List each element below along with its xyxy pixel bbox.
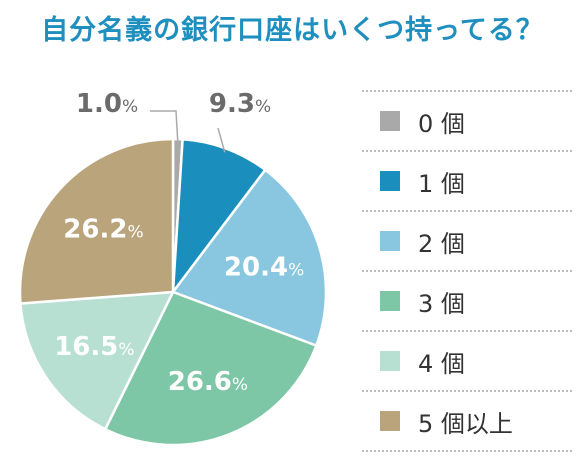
legend-item-4: 4 個 <box>362 332 572 392</box>
legend-item-5: 5 個以上 <box>362 392 572 452</box>
pie-slice-3 <box>103 290 318 447</box>
data-label-1: 9.3% <box>209 89 271 119</box>
chart-title: 自分名義の銀行口座はいくつ持ってる？ <box>41 15 544 46</box>
legend-label-2: 2 個 <box>418 229 465 258</box>
legend-label-3: 3 個 <box>418 289 465 318</box>
pie-slice-4 <box>19 290 176 431</box>
legend-swatch-0 <box>380 111 400 131</box>
legend-swatch-4 <box>380 351 400 371</box>
legend-label-1: 1 個 <box>418 169 465 198</box>
legend-item-2: 2 個 <box>362 212 572 272</box>
data-label-4: 16.5% <box>54 332 134 362</box>
legend-item-3: 3 個 <box>362 272 572 332</box>
legend-item-1: 1 個 <box>362 152 572 212</box>
legend: 0 個 1 個 2 個 3 個 4 個 5 個以上 <box>362 90 572 452</box>
pie-slice-1 <box>171 137 267 297</box>
data-label-3: 26.6% <box>168 367 248 397</box>
legend-swatch-1 <box>380 171 400 191</box>
legend-label-0: 0 個 <box>418 109 465 138</box>
legend-swatch-5 <box>380 411 400 431</box>
leader-line-0 <box>150 110 179 142</box>
legend-item-0: 0 個 <box>362 90 572 152</box>
data-label-2: 20.4% <box>224 253 304 283</box>
legend-label-5: 5 個以上 <box>418 409 513 438</box>
legend-label-4: 4 個 <box>418 349 465 378</box>
leader-line-1 <box>217 127 226 153</box>
legend-swatch-3 <box>380 291 400 311</box>
pie-slice-2 <box>170 168 328 348</box>
data-label-5: 26.2% <box>63 214 143 244</box>
pie-slice-5 <box>18 137 175 305</box>
data-label-0: 1.0% <box>76 89 138 119</box>
legend-swatch-2 <box>380 231 400 251</box>
